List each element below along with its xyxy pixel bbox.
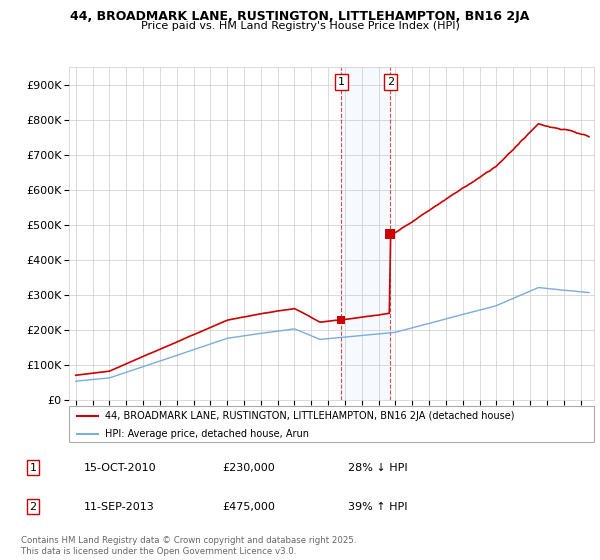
Text: £230,000: £230,000 <box>222 463 275 473</box>
Text: 39% ↑ HPI: 39% ↑ HPI <box>348 502 407 512</box>
Text: 1: 1 <box>338 77 345 87</box>
Text: Contains HM Land Registry data © Crown copyright and database right 2025.
This d: Contains HM Land Registry data © Crown c… <box>21 536 356 556</box>
Text: Price paid vs. HM Land Registry's House Price Index (HPI): Price paid vs. HM Land Registry's House … <box>140 21 460 31</box>
Text: 11-SEP-2013: 11-SEP-2013 <box>84 502 155 512</box>
Bar <box>341 67 390 400</box>
Text: £475,000: £475,000 <box>222 502 275 512</box>
Text: HPI: Average price, detached house, Arun: HPI: Average price, detached house, Arun <box>105 430 309 440</box>
Text: 2: 2 <box>29 502 37 512</box>
Text: 1: 1 <box>29 463 37 473</box>
Text: 44, BROADMARK LANE, RUSTINGTON, LITTLEHAMPTON, BN16 2JA: 44, BROADMARK LANE, RUSTINGTON, LITTLEHA… <box>70 10 530 23</box>
Text: 15-OCT-2010: 15-OCT-2010 <box>84 463 157 473</box>
Text: 28% ↓ HPI: 28% ↓ HPI <box>348 463 407 473</box>
Text: 2: 2 <box>386 77 394 87</box>
Text: 44, BROADMARK LANE, RUSTINGTON, LITTLEHAMPTON, BN16 2JA (detached house): 44, BROADMARK LANE, RUSTINGTON, LITTLEHA… <box>105 411 514 421</box>
